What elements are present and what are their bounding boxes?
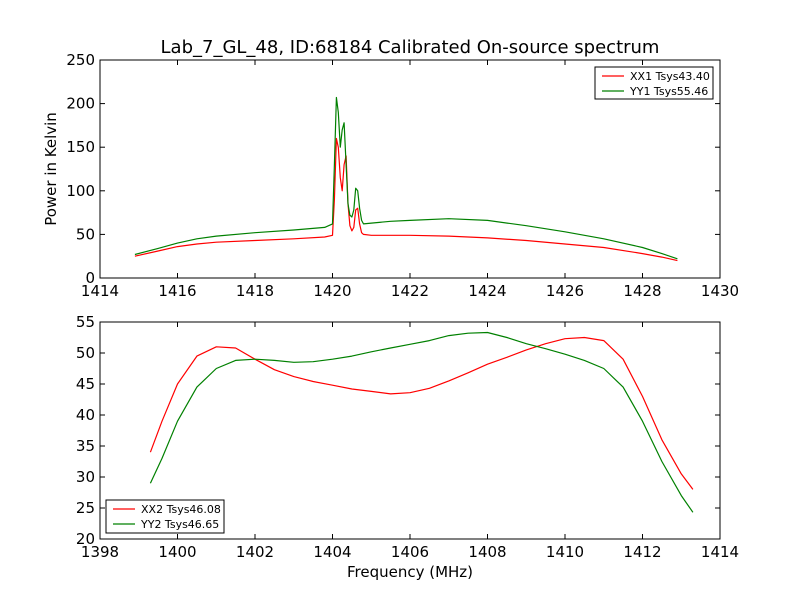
y-tick-label: 40 xyxy=(76,406,95,424)
x-tick-label: 1414 xyxy=(701,543,739,561)
x-tick-label: 1422 xyxy=(391,282,429,300)
legend-2: XX2 Tsys46.08 YY2 Tsys46.65 xyxy=(105,499,225,534)
x-tick-label: 1412 xyxy=(623,543,661,561)
x-tick-label: 1418 xyxy=(236,282,274,300)
series-line-1-2 xyxy=(134,96,678,260)
x-tick-label: 1424 xyxy=(468,282,506,300)
y-tick-label: 50 xyxy=(76,344,95,362)
plots: 1414 1416 1418 1420 1422 1424 1426 1428 14300501… xyxy=(42,51,739,561)
x-tick-label: 1410 xyxy=(546,543,584,561)
x-tick-label: 1400 xyxy=(158,543,196,561)
series-line-1-1 xyxy=(134,137,678,262)
legend-box xyxy=(594,66,714,100)
x-tick-label: 1430 xyxy=(701,282,739,300)
legend-label: XX2 Tsys46.08 xyxy=(141,503,221,516)
legend-label: XX1 Tsys43.40 xyxy=(630,70,710,83)
y-tick-label: 150 xyxy=(66,138,95,156)
y-tick-label: 200 xyxy=(66,95,95,113)
x-tick-label: 1404 xyxy=(313,543,351,561)
subplot-2: 1398 1400 1402 1404 1406 1408 1410 1412 1414 20 25… xyxy=(76,313,739,561)
y-tick-label: 100 xyxy=(66,182,95,200)
x-tick-label: 1428 xyxy=(623,282,661,300)
y-tick-label: 250 xyxy=(66,51,95,69)
y-tick-label: 55 xyxy=(76,313,95,331)
y-tick-label: 30 xyxy=(76,468,95,486)
legend-1: XX1 Tsys43.40 YY1 Tsys55.46 xyxy=(594,66,714,100)
x-axis-label: Frequency (MHz) xyxy=(347,563,473,581)
legend-box xyxy=(105,499,225,534)
y-tick-label: 20 xyxy=(76,530,95,548)
x-tick-label: 1414 xyxy=(81,282,119,300)
y-tick-label: 25 xyxy=(76,499,95,517)
y-tick-label: 45 xyxy=(76,375,95,393)
x-tick-label: 1398 xyxy=(81,543,119,561)
x-tick-label: 1406 xyxy=(391,543,429,561)
figure-title: Lab_7_GL_48, ID:68184 Calibrated On-sour… xyxy=(161,37,660,58)
legend-label: YY1 Tsys55.46 xyxy=(629,85,708,98)
series-line-2-2 xyxy=(149,331,694,513)
subplot-1: 1414 1416 1418 1420 1422 1424 1426 1428 1430 0 50 1… xyxy=(42,51,739,300)
y-tick-label: 35 xyxy=(76,437,95,455)
x-tick-label: 1416 xyxy=(158,282,196,300)
x-tick-label: 1420 xyxy=(313,282,351,300)
y-tick-label: 0 xyxy=(85,269,95,287)
x-tick-label: 1426 xyxy=(546,282,584,300)
series-line-2-1 xyxy=(149,336,694,490)
x-tick-label: 1408 xyxy=(468,543,506,561)
x-tick-label: 1402 xyxy=(236,543,274,561)
y-tick-label: 50 xyxy=(76,225,95,243)
y-axis-label: Power in Kelvin xyxy=(42,112,60,226)
legend-label: YY2 Tsys46.65 xyxy=(140,518,219,531)
